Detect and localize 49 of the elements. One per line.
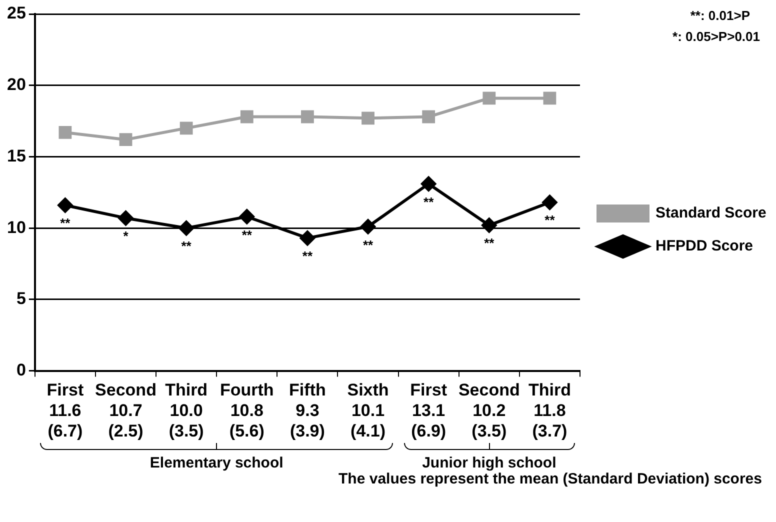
y-tick-label: 15 xyxy=(6,146,26,166)
x-tick-label: Sixth 10.1 (4.1) xyxy=(347,380,389,440)
x-tick-label: Second 10.7 (2.5) xyxy=(95,380,156,440)
x-tick-label: Fourth 10.8 (5.6) xyxy=(220,380,274,440)
annotation: ** xyxy=(484,236,494,251)
x-tick-label: Third 10.0 (3.5) xyxy=(165,380,208,440)
point xyxy=(360,219,376,234)
annotation: ** xyxy=(362,237,374,252)
point xyxy=(300,230,315,246)
point xyxy=(422,110,436,124)
x-tick-label: Fifth 9.3 (3.9) xyxy=(289,380,326,440)
y-tick-label: 25 xyxy=(6,4,26,23)
x-tick-label: First 13.1 (6.9) xyxy=(410,380,448,440)
point xyxy=(301,110,314,124)
annotation: ** xyxy=(242,227,252,242)
x-tick-label: First 11.6 (6.7) xyxy=(46,380,84,440)
point xyxy=(482,92,496,105)
annotation: ** xyxy=(181,238,192,254)
point xyxy=(180,122,193,135)
point xyxy=(118,210,134,226)
point xyxy=(178,220,194,236)
annotation: ** xyxy=(544,212,555,228)
point xyxy=(240,110,254,124)
point xyxy=(543,92,556,105)
text: The values represent the mean (Standard Deviation) scores xyxy=(338,470,762,488)
legend-label: HFPDD Score xyxy=(656,238,754,255)
point xyxy=(542,194,558,210)
text: *: 0.05>P>0.01 xyxy=(672,29,760,44)
text: Junior high school xyxy=(422,454,556,472)
x-tick-label: Third 11.8 (3.7) xyxy=(528,380,571,440)
annotation: ** xyxy=(302,248,313,264)
annotation: * xyxy=(123,228,128,244)
y-tick-label: 5 xyxy=(16,289,26,308)
point xyxy=(239,209,254,224)
annotation: ** xyxy=(424,194,434,210)
point xyxy=(119,133,132,146)
legend-label: Standard Score xyxy=(656,204,766,222)
point xyxy=(58,198,73,213)
point xyxy=(421,176,436,192)
x-tick-label: Second 10.2 (3.5) xyxy=(458,380,520,440)
y-tick-label: 20 xyxy=(6,75,26,94)
text: **: 0.01>P xyxy=(690,8,750,24)
y-tick-label: 10 xyxy=(6,218,26,237)
y-tick-label: 0 xyxy=(16,360,26,380)
annotation: ** xyxy=(60,216,70,231)
point xyxy=(362,112,374,125)
point xyxy=(58,126,72,139)
point xyxy=(482,218,497,233)
text: Elementary school xyxy=(150,454,284,472)
